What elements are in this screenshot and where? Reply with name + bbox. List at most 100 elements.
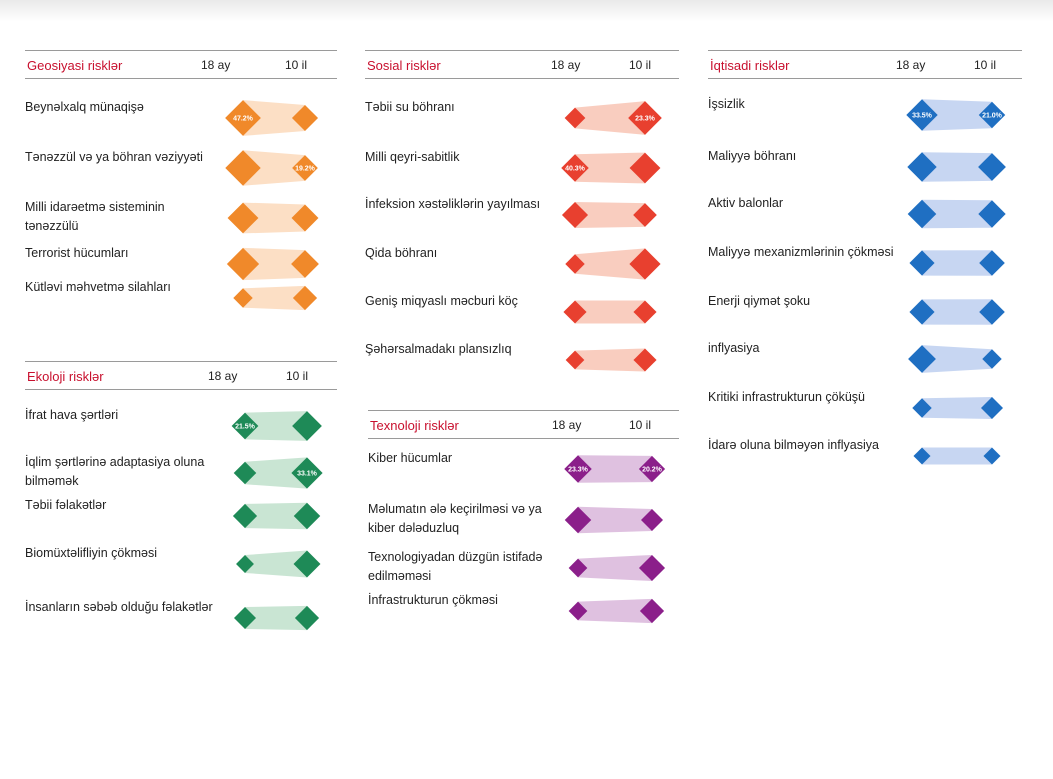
risk-row: Aktiv balonlar bbox=[708, 194, 1022, 234]
marker-10il bbox=[641, 509, 663, 531]
marker-18ay bbox=[568, 601, 588, 621]
marker-18ay bbox=[225, 100, 261, 136]
risk-dot-plot bbox=[907, 152, 1006, 182]
marker-10il bbox=[293, 550, 321, 578]
panel-top-rule bbox=[368, 410, 679, 411]
change-band bbox=[245, 411, 307, 441]
column-header-10il: 10 il bbox=[629, 418, 652, 432]
risk-dot-plot bbox=[908, 345, 1002, 373]
risk-row: Təbii su böhranı 23.3% bbox=[365, 98, 679, 138]
panel-top-rule bbox=[25, 361, 337, 362]
risk-dot-plot: 19.2% bbox=[225, 150, 318, 186]
change-band bbox=[245, 605, 307, 631]
risk-label: Milli idarəetmə sisteminin tənəzzülü bbox=[25, 200, 165, 233]
marker-18ay bbox=[236, 555, 254, 573]
marker-10il bbox=[293, 502, 321, 530]
marker-10il bbox=[292, 155, 318, 181]
column-header-10il: 10 il bbox=[629, 58, 652, 72]
marker-10il bbox=[638, 554, 666, 582]
risk-row: Texnologiyadan düzgün istifadə edilməməs… bbox=[368, 548, 679, 588]
change-band bbox=[578, 554, 652, 582]
data-label: 21.0% bbox=[982, 113, 1003, 120]
risk-row: İşsizlik 33.5% 21.0% bbox=[708, 95, 1022, 135]
risk-dot-plot bbox=[227, 202, 319, 234]
marker-10il bbox=[979, 250, 1005, 276]
risk-dot-plot bbox=[561, 201, 657, 229]
risk-label: Kritiki infrastrukturun çöküşü bbox=[708, 390, 866, 404]
marker-10il bbox=[981, 397, 1003, 419]
marker-10il bbox=[639, 598, 665, 624]
risk-label: Biomüxtəlifliyin çökməsi bbox=[25, 546, 157, 560]
change-band bbox=[575, 101, 645, 135]
change-band bbox=[245, 457, 307, 489]
top-shade bbox=[0, 0, 1053, 22]
risk-dot-plot bbox=[233, 285, 318, 311]
change-band bbox=[922, 299, 992, 325]
risk-dot-plot bbox=[909, 299, 1005, 325]
change-band bbox=[243, 247, 305, 281]
risk-label: Maliyyə mexanizmlərinin çökməsi bbox=[708, 245, 894, 259]
change-band bbox=[578, 598, 652, 624]
risk-row: Maliyyə mexanizmlərinin çökməsi bbox=[708, 243, 1022, 283]
marker-10il bbox=[983, 447, 1001, 465]
data-label: 23.3% bbox=[635, 116, 656, 123]
risk-dot-plot bbox=[232, 502, 321, 530]
risk-row: İdarə oluna bilməyən inflyasiya bbox=[708, 436, 1022, 476]
risk-row: Terrorist hücumları bbox=[25, 244, 337, 284]
marker-18ay bbox=[233, 461, 257, 485]
marker-18ay bbox=[563, 300, 587, 324]
risk-dot-plot bbox=[568, 598, 665, 624]
risk-row: Geniş miqyaslı məcburi köç bbox=[365, 292, 679, 332]
risk-label: Beynəlxalq münaqişə bbox=[25, 100, 144, 114]
change-band bbox=[575, 201, 645, 229]
risk-row: Kritiki infrastrukturun çöküşü bbox=[708, 388, 1022, 428]
risk-label: Aktiv balonlar bbox=[708, 196, 784, 210]
change-band bbox=[922, 397, 992, 419]
risk-dot-plot bbox=[564, 506, 663, 534]
change-band bbox=[922, 199, 992, 229]
risk-row: İnfrastrukturun çökməsi bbox=[368, 591, 679, 631]
marker-18ay bbox=[232, 503, 258, 529]
marker-10il bbox=[979, 299, 1005, 325]
risk-dot-plot: 33.1% bbox=[233, 457, 323, 489]
column-header-10il: 10 il bbox=[285, 58, 308, 72]
change-band bbox=[243, 285, 305, 311]
change-band bbox=[922, 250, 992, 276]
change-band bbox=[245, 550, 307, 578]
marker-10il bbox=[633, 300, 657, 324]
panel-top-rule bbox=[25, 50, 337, 51]
risk-dot-plot bbox=[909, 250, 1005, 276]
marker-10il bbox=[628, 101, 662, 135]
marker-18ay bbox=[907, 152, 937, 182]
risk-dot-plot bbox=[912, 397, 1003, 419]
column-header-18ay: 18 ay bbox=[896, 58, 926, 72]
risk-label: Milli qeyri-sabitlik bbox=[365, 150, 460, 164]
risk-label: İfrat hava şərtləri bbox=[25, 408, 119, 422]
marker-10il bbox=[633, 203, 657, 227]
panel-title: Ekoloji risklər bbox=[27, 369, 104, 384]
risk-row: Milli qeyri-sabitlik 40.3% bbox=[365, 148, 679, 188]
panel-header-rule bbox=[708, 78, 1022, 79]
change-band bbox=[575, 248, 645, 280]
marker-10il bbox=[291, 457, 323, 489]
risk-row: Maliyyə böhranı bbox=[708, 147, 1022, 187]
marker-10il bbox=[978, 101, 1006, 129]
marker-18ay bbox=[909, 299, 935, 325]
marker-10il bbox=[982, 349, 1002, 369]
change-band bbox=[575, 152, 645, 184]
marker-10il bbox=[978, 200, 1006, 228]
risk-dot-plot: 47.2% bbox=[225, 100, 319, 136]
risk-dot-plot bbox=[234, 605, 320, 631]
data-label: 19.2% bbox=[295, 166, 316, 173]
data-label: 23.3% bbox=[568, 467, 589, 474]
marker-10il bbox=[629, 248, 661, 280]
marker-18ay bbox=[225, 150, 261, 186]
risk-row: Kütləvi məhvetmə silahları bbox=[25, 278, 337, 318]
risk-label: İnsanların səbəb olduğu fəlakətlər bbox=[25, 600, 213, 614]
marker-10il bbox=[978, 153, 1006, 181]
panel-header-rule bbox=[368, 438, 679, 439]
marker-18ay bbox=[234, 607, 256, 629]
panel-header-rule bbox=[365, 78, 679, 79]
risk-label: Maliyyə böhranı bbox=[708, 149, 797, 163]
data-label: 40.3% bbox=[565, 166, 586, 173]
